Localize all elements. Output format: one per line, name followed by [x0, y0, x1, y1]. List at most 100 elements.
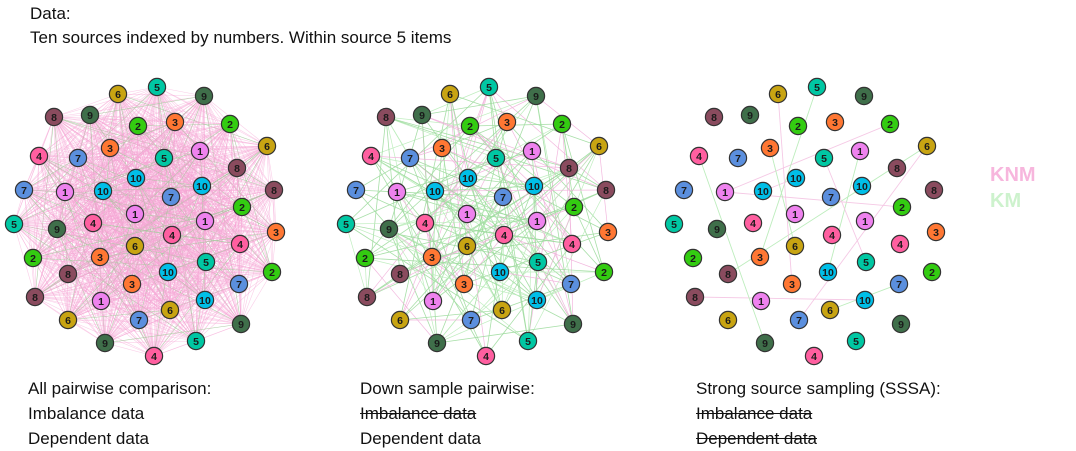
node-label: 8: [383, 112, 389, 124]
node-circle: [479, 77, 499, 97]
knm-edge: [195, 283, 240, 342]
knm-edge: [163, 145, 268, 159]
source-node-4: 4: [890, 234, 910, 254]
node-circle: [718, 310, 738, 330]
node-circle: [685, 287, 705, 307]
knm-edge: [385, 116, 570, 169]
node-label: 4: [90, 218, 96, 230]
node-circle: [854, 86, 874, 106]
caption-imbalance-struck: Imbalance data: [696, 404, 813, 423]
knm-edge: [421, 114, 570, 169]
node-label: 7: [136, 315, 142, 327]
node-label: 1: [98, 296, 104, 308]
knm-edge: [355, 157, 411, 191]
knm-edge: [64, 191, 102, 302]
source-node-6: 6: [820, 300, 840, 320]
source-node-5: 5: [154, 148, 174, 168]
knm-edge: [488, 86, 539, 263]
source-node-10: 10: [158, 262, 178, 282]
knm-edge: [204, 220, 277, 233]
source-node-8: 8: [559, 158, 579, 178]
node-label: 4: [368, 151, 374, 163]
knm-edge: [466, 213, 538, 222]
node-circle: [95, 333, 115, 353]
node-circle: [755, 333, 775, 353]
knm-edge: [100, 213, 136, 302]
caption-imbalance: Imbalance data: [28, 404, 145, 423]
node-circle: [492, 300, 512, 320]
source-node-7: 7: [346, 180, 366, 200]
knm-edge: [201, 185, 275, 191]
node-label: 6: [775, 89, 781, 101]
node-circle: [562, 234, 582, 254]
knm-edge: [201, 185, 240, 285]
node-label: 2: [690, 253, 696, 265]
knm-edge: [77, 157, 206, 222]
node-circle: [229, 274, 249, 294]
node-label: 6: [792, 241, 798, 253]
knm-edge: [195, 189, 275, 342]
source-node-4: 4: [476, 346, 496, 366]
data-description: Data: Ten sources indexed by numbers. Wi…: [30, 2, 451, 50]
knm-edge: [396, 191, 465, 285]
node-circle: [29, 146, 49, 166]
source-node-3: 3: [122, 274, 142, 294]
knm-edge: [99, 213, 136, 258]
knm-edge: [13, 223, 102, 302]
node-circle: [415, 213, 435, 233]
source-node-6: 6: [768, 84, 788, 104]
knm-edge: [345, 223, 538, 301]
knm-edge: [134, 213, 206, 222]
source-node-1: 1: [91, 291, 111, 311]
knm-edge: [99, 243, 241, 258]
node-circle: [47, 219, 67, 239]
node-label: 5: [161, 153, 167, 165]
node-circle: [160, 300, 180, 320]
source-node-9: 9: [231, 314, 251, 334]
knm-edge: [561, 123, 605, 273]
knm-edge: [135, 177, 277, 233]
knm-edge: [441, 147, 535, 187]
node-label: 3: [461, 279, 467, 291]
knm-edge: [135, 167, 238, 179]
node-label: 8: [51, 112, 57, 124]
node-circle: [490, 262, 510, 282]
node-label: 5: [343, 219, 349, 231]
knm-edge: [23, 147, 111, 191]
knm-edge: [470, 206, 575, 321]
node-circle: [23, 248, 43, 268]
node-label: 3: [97, 252, 103, 264]
knm-edge: [67, 261, 207, 275]
node-circle: [220, 114, 240, 134]
knm-edge: [104, 243, 241, 344]
node-circle: [460, 116, 480, 136]
node-label: 3: [273, 227, 279, 239]
node-label: 1: [132, 209, 138, 221]
knm-edge: [399, 245, 468, 321]
source-node-8: 8: [227, 158, 247, 178]
knm-edge: [89, 114, 231, 125]
knm-edge: [67, 245, 136, 321]
source-node-7: 7: [68, 148, 88, 168]
node-circle: [128, 116, 148, 136]
knm-edge: [137, 125, 275, 191]
node-circle: [782, 274, 802, 294]
source-node-6: 6: [718, 310, 738, 330]
node-circle: [917, 136, 937, 156]
knm-edge: [13, 191, 66, 225]
knm-edge: [32, 256, 101, 259]
node-circle: [892, 197, 912, 217]
knm-edge: [466, 157, 497, 215]
node-label: 1: [202, 216, 208, 228]
node-circle: [743, 213, 763, 233]
node-label: 2: [929, 267, 935, 279]
source-node-2: 2: [220, 114, 240, 134]
source-node-2: 2: [262, 262, 282, 282]
node-circle: [144, 346, 164, 366]
node-circle: [704, 107, 724, 127]
knm-edge: [171, 234, 241, 245]
source-node-10: 10: [425, 181, 445, 201]
source-node-5: 5: [664, 214, 684, 234]
knm-edge: [205, 206, 243, 263]
source-node-5: 5: [147, 77, 167, 97]
